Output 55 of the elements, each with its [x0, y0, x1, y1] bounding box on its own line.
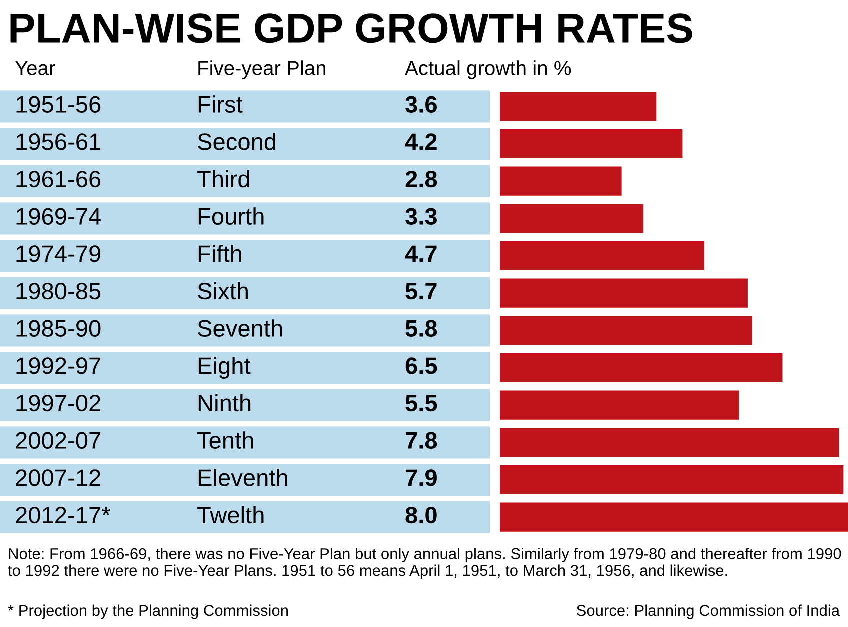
data-label: 4.2: [405, 134, 437, 150]
y-tick-label: 2002-07: [16, 432, 100, 450]
bar: [500, 204, 644, 234]
data-label: 7.9: [406, 470, 437, 486]
text: Five-year Plan: [198, 60, 326, 80]
y-tick-label: 1956-61: [16, 134, 100, 150]
text: Year: [15, 61, 56, 76]
bar: [500, 465, 844, 495]
y-tick-label: 1992-97: [16, 358, 100, 374]
y-tick-label: 1985-90: [16, 320, 101, 338]
bar: [500, 92, 657, 122]
bar: [500, 316, 752, 346]
text: * Projection by the Planning Commission: [8, 604, 288, 620]
y-tick-label: 1997-02: [16, 394, 100, 412]
data-label: 3.6: [406, 96, 437, 114]
bar: [500, 428, 840, 458]
text: Sixth: [198, 282, 248, 300]
text: Ninth: [198, 394, 251, 412]
source-note: Source: Planning Commission of India: [577, 604, 840, 620]
text: Eight: [198, 356, 251, 380]
data-label: 5.8: [406, 320, 438, 338]
text: Second: [198, 132, 276, 150]
text: Note: From 1966-69, there was no Five-Year Plan but only annual plans. Similarly from 1979-80 and thereafter from 1990 to 1992 there were no Five-Year Plans. 1951 to 56 means April 1, 1951, to March 31, 1956, and likewise.: [8, 548, 842, 580]
data-label: 6.5: [406, 358, 438, 374]
bar: [500, 241, 704, 271]
text: Actual growth in %: [405, 60, 572, 80]
text: Twelth: [198, 506, 264, 524]
text: Fifth: [198, 244, 242, 262]
bar: [500, 278, 748, 308]
data-label: 7.8: [406, 432, 438, 450]
bar: [500, 502, 848, 532]
text: Tenth: [198, 432, 254, 450]
chart-title: PLAN-WISE GDP GROWTH RATES: [10, 14, 692, 44]
y-tick-label: 1969-74: [16, 208, 101, 226]
text: Fourth: [198, 208, 264, 226]
text: First: [198, 96, 243, 114]
data-label: 3.3: [406, 208, 437, 226]
y-tick-label: 1974-79: [16, 246, 101, 262]
y-tick-label: 1961-66: [16, 170, 101, 188]
bar: [500, 390, 740, 420]
data-label: 5.7: [406, 283, 437, 300]
data-label: 5.5: [406, 395, 438, 412]
text: Third: [198, 170, 250, 188]
y-tick-label: 1951-56: [16, 96, 101, 114]
data-label: 2.8: [406, 170, 438, 188]
data-label: 4.7: [405, 246, 437, 262]
text: Seventh: [198, 320, 282, 338]
text: Eleventh: [198, 468, 288, 486]
y-tick-label: 1980-85: [16, 282, 101, 300]
y-tick-label: 2012-17*: [16, 506, 110, 524]
data-label: 8.0: [406, 506, 437, 524]
y-tick-label: 2007-12: [16, 470, 100, 486]
bar: [500, 353, 783, 383]
bar: [500, 166, 622, 196]
bar: [500, 129, 683, 159]
